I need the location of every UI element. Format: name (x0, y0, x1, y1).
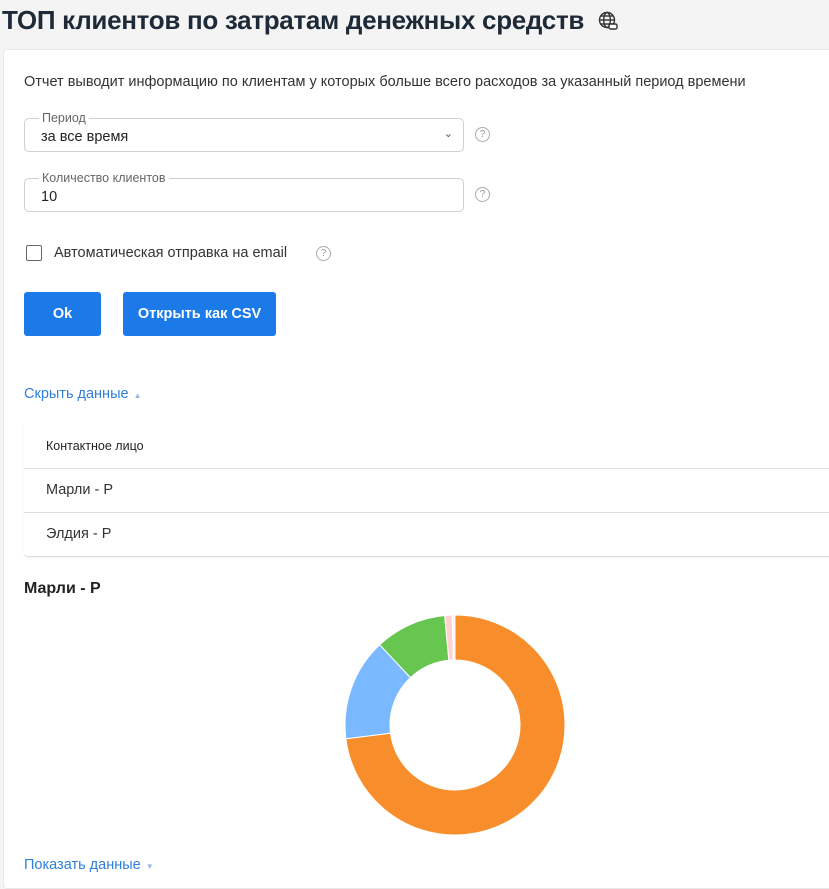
client-count-value: 10 (41, 189, 58, 205)
open-csv-button[interactable]: Открыть как CSV (123, 292, 276, 336)
column-header-contact: Контактное лицо (46, 439, 144, 453)
chart-title: Марли - Р (24, 580, 101, 597)
auto-email-checkbox[interactable] (26, 245, 42, 261)
page-title: ТОП клиентов по затратам денежных средст… (2, 5, 618, 36)
globe-icon[interactable] (598, 11, 618, 31)
help-icon[interactable]: ? (316, 246, 331, 261)
period-label: Период (39, 111, 89, 125)
help-icon[interactable]: ? (475, 127, 490, 142)
table-header: Контактное лицо (24, 424, 829, 469)
period-value: за все время (41, 129, 129, 145)
client-count-label: Количество клиентов (39, 171, 169, 185)
client-count-input[interactable]: Количество клиентов 10 (24, 171, 464, 212)
table-cell: Элдия - Р (46, 526, 112, 542)
period-select[interactable]: Период за все время ⌄ (24, 111, 464, 152)
donut-slice[interactable] (451, 614, 456, 661)
donut-slice[interactable] (345, 614, 566, 836)
auto-email-label[interactable]: Автоматическая отправка на email (54, 245, 288, 261)
report-description: Отчет выводит информацию по клиентам у к… (24, 74, 746, 90)
show-data-link[interactable]: Показать данные ▼ (24, 857, 154, 873)
page-title-text: ТОП клиентов по затратам денежных средст… (2, 5, 585, 35)
table-row[interactable]: Марли - Р (24, 469, 829, 513)
show-data-text: Показать данные (24, 857, 141, 873)
clients-table: Контактное лицо Марли - Р Элдия - Р (24, 424, 829, 557)
report-card (3, 49, 829, 889)
hide-data-text: Скрыть данные (24, 386, 129, 402)
chevron-down-icon: ▼ (145, 862, 154, 871)
hide-data-link[interactable]: Скрыть данные ▲ (24, 386, 141, 402)
table-row[interactable]: Элдия - Р (24, 513, 829, 557)
ok-button[interactable]: Ok (24, 292, 101, 336)
chevron-down-icon: ⌄ (443, 128, 453, 140)
chevron-up-icon: ▲ (133, 391, 142, 400)
donut-chart (344, 614, 566, 836)
help-icon[interactable]: ? (475, 187, 490, 202)
table-cell: Марли - Р (46, 482, 113, 498)
